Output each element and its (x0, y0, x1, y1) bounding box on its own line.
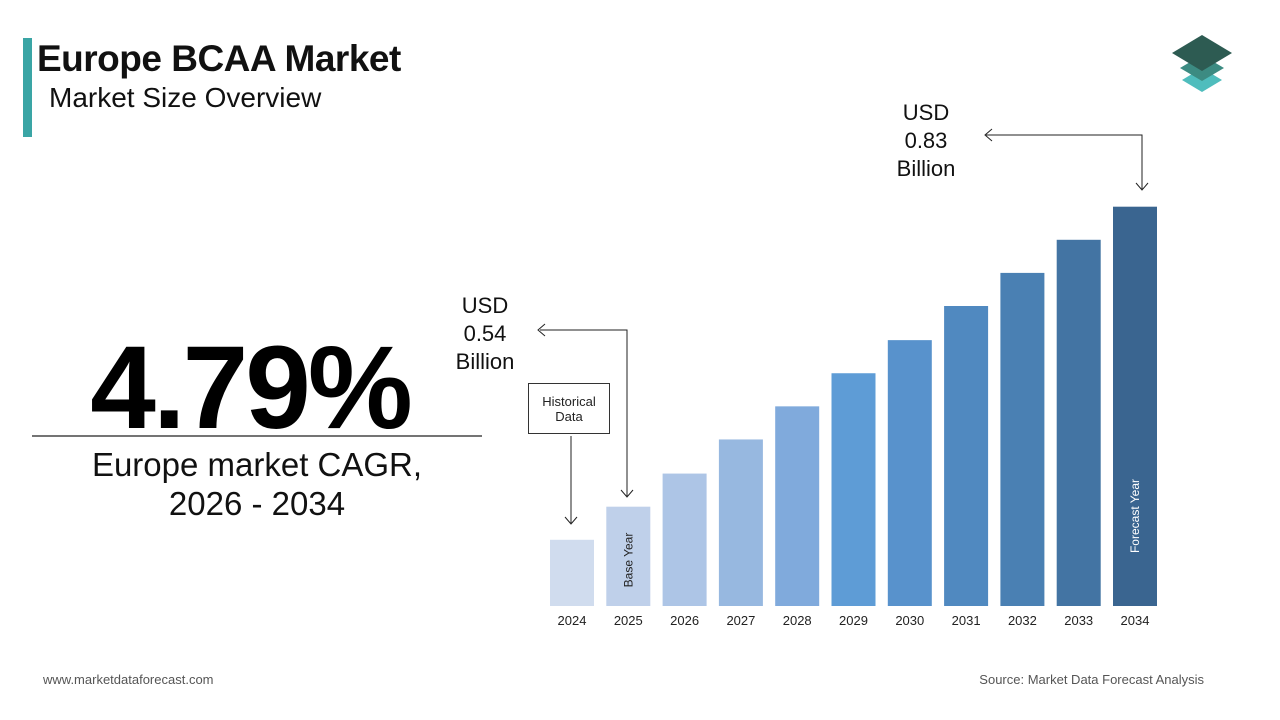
forecast-year-label: Forecast Year (1128, 479, 1142, 553)
value-label: USD 0.54 Billion (455, 292, 515, 374)
bar (775, 406, 820, 606)
x-tick-label: 2026 (670, 613, 699, 628)
x-tick-label: 2031 (952, 613, 981, 628)
bar (887, 340, 932, 606)
bar (1056, 239, 1101, 607)
x-tick-label: 2032 (1008, 613, 1037, 628)
bar (1113, 206, 1157, 607)
source: Source: Market Data Forecast Analysis (979, 672, 1204, 687)
bar (718, 439, 763, 606)
x-tick-label: 2029 (839, 613, 868, 628)
bar (606, 506, 651, 606)
bar (550, 539, 594, 606)
base-year-label: Base Year (621, 533, 635, 588)
arrows (537, 128, 1149, 525)
historical-label: Historical Data (528, 383, 610, 434)
cagr-label: Europe market CAGR, 2026 - 2034 (91, 446, 423, 522)
footer-url: www.marketdataforecast.com (43, 672, 214, 687)
bar (662, 473, 707, 606)
bar (944, 306, 989, 606)
title-accent (23, 38, 32, 137)
title: Europe BCAA Market (37, 38, 401, 79)
x-tick-label: 2025 (614, 613, 643, 628)
subtitle: Market Size Overview (49, 82, 322, 113)
x-tick-label: 2027 (726, 613, 755, 628)
logo (1172, 35, 1232, 92)
x-tick-label: 2028 (783, 613, 812, 628)
cagr-value: 4.79% (90, 322, 413, 454)
x-tick-label: 2024 (558, 613, 587, 628)
bar (1000, 272, 1045, 606)
x-tick-label: 2034 (1121, 613, 1150, 628)
bar (831, 373, 876, 606)
value-label: USD 0.83 Billion (896, 99, 956, 181)
x-tick-label: 2030 (895, 613, 924, 628)
x-tick-label: 2033 (1064, 613, 1093, 628)
